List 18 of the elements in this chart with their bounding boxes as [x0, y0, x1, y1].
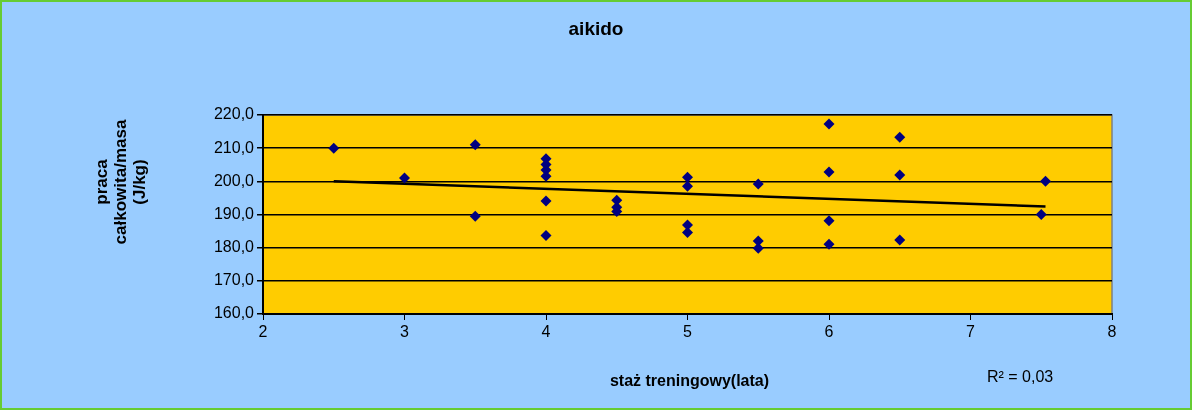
y-tick-label: 190,0 — [213, 204, 255, 222]
x-tick-label: 7 — [966, 323, 976, 341]
y-tick-label: 200,0 — [213, 171, 255, 189]
x-tick-label: 6 — [824, 323, 834, 341]
y-tick-label: 170,0 — [213, 271, 255, 289]
x-tick-label: 2 — [258, 323, 268, 341]
x-tick-label: 8 — [1107, 323, 1117, 341]
y-axis-title: praca całkowita/masa (J/kg) — [91, 118, 149, 247]
chart-title: aikido — [567, 18, 625, 40]
x-axis-title: staż treningowy(lata) — [609, 372, 770, 389]
y-tick-label: 220,0 — [213, 105, 255, 123]
y-tick-label: 180,0 — [213, 238, 255, 256]
x-tick-label: 4 — [541, 323, 551, 341]
text: R² = 0,03 — [987, 368, 1054, 386]
y-tick-label: 160,0 — [213, 304, 255, 322]
x-tick-label: 5 — [683, 323, 693, 341]
x-tick-label: 3 — [400, 323, 410, 341]
y-tick-label: 210,0 — [213, 138, 255, 156]
